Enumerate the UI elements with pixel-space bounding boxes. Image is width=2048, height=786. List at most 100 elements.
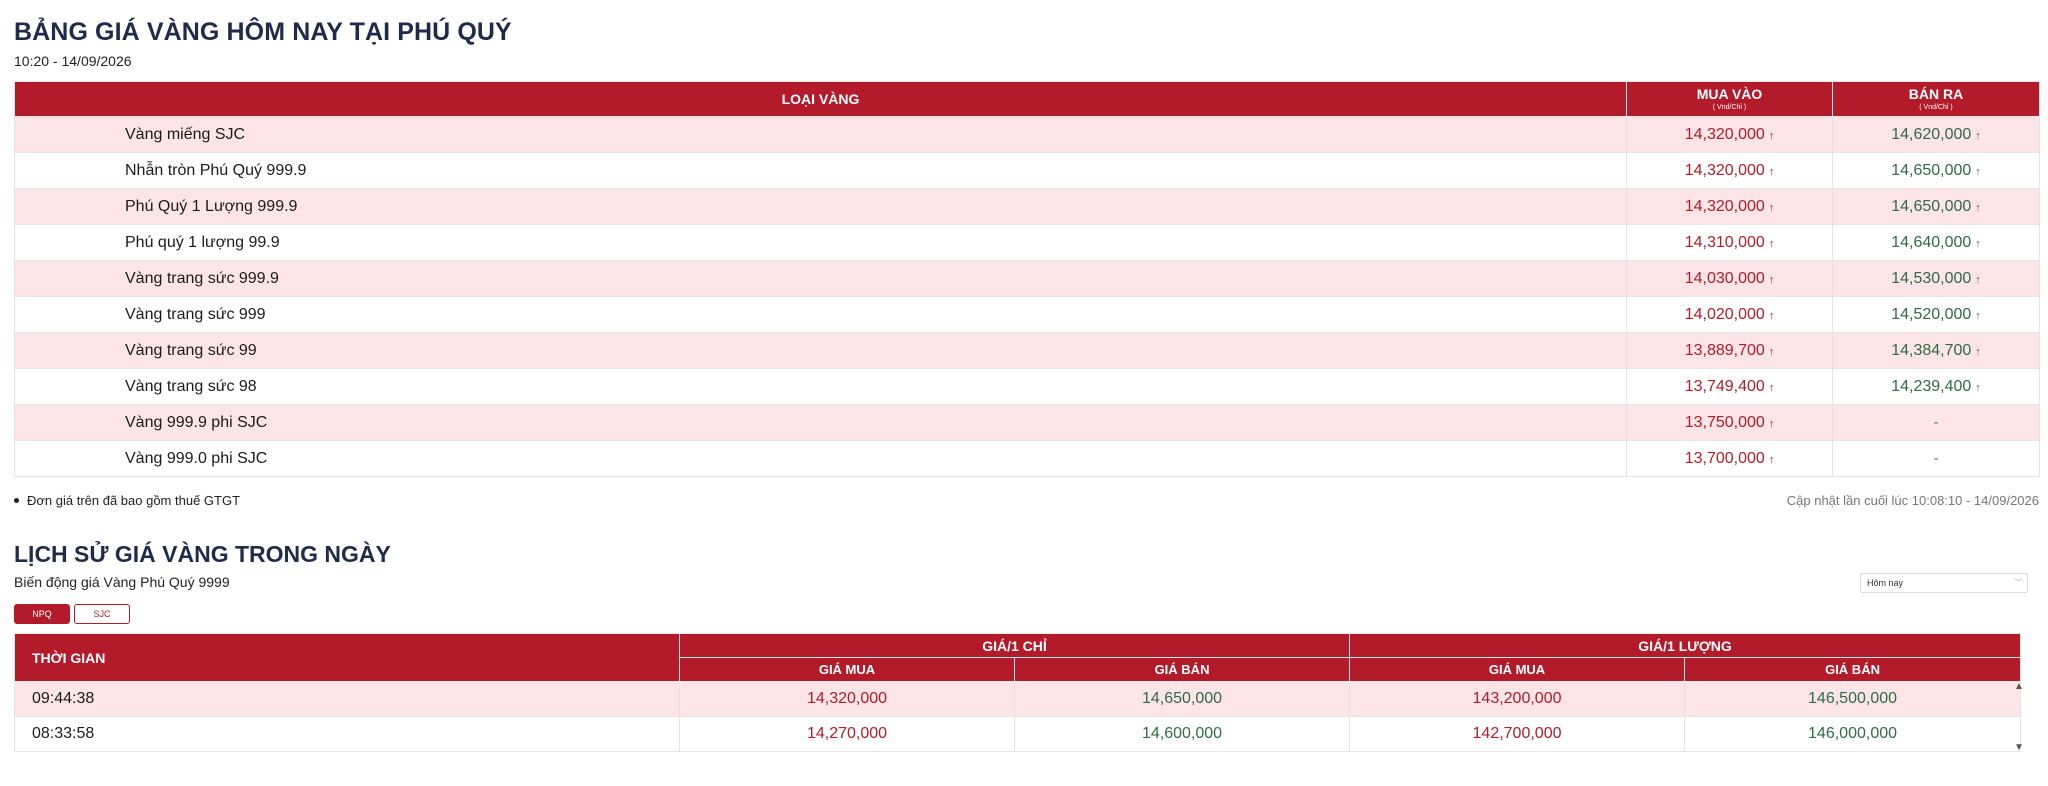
buy-price: 14,020,000 [1684,305,1765,323]
arrow-up-icon: ↑ [1975,201,1981,214]
sell-price: 14,239,400 [1891,377,1972,395]
arrow-up-icon: ↑ [1975,381,1981,394]
sell-price-cell: 14,650,000 ↑ [1832,188,2040,225]
scroll-down-icon[interactable]: ▼ [2014,742,2024,753]
table-row: Vàng trang sức 999.9 14,030,000 ↑ 14,530,00… [14,260,2040,297]
gold-type-name: Vàng 999.0 phi SJC [14,440,1627,477]
col-header-per-luong: GIÁ/1 LƯỢNG [1349,633,2022,658]
buy-price-cell: 14,310,000 ↑ [1626,224,1833,261]
sell-price-cell: 14,520,000 ↑ [1832,296,2040,333]
luong-buy-price: 143,200,000 [1349,681,1686,717]
tab-sjc[interactable]: SJC [74,604,130,624]
sell-price-cell: 14,650,000 ↑ [1832,152,2040,189]
chi-sell-price: 14,650,000 [1013,681,1351,717]
history-table-body: 09:44:38 14,320,000 14,650,000 143,200,000 1… [14,681,2022,752]
table-row: Vàng 999.9 phi SJC 13,750,000 ↑ - [14,404,2040,441]
chi-sell-price: 14,600,000 [1013,716,1351,752]
arrow-up-icon: ↑ [1768,201,1775,214]
table-row: Phú quý 1 lượng 99.9 14,310,000 ↑ 14,640,00… [14,224,2040,261]
sell-price-cell: 14,384,700 ↑ [1832,332,2040,369]
arrow-up-icon: ↑ [1768,381,1775,394]
gold-type-name: Vàng trang sức 99 [14,332,1627,369]
luong-sell-price: 146,500,000 [1684,681,2022,717]
price-table-header: LOẠI VÀNG MUA VÀO ( Vnd/Chỉ ) BÁN RA ( V… [14,81,2040,117]
sell-price-cell: 14,239,400 ↑ [1832,368,2040,405]
arrow-up-icon: ↑ [1975,273,1981,286]
arrow-up-icon: ↑ [1768,453,1775,466]
last-updated: Cập nhật lần cuối lúc 10:08:10 - 14/09/2… [1786,493,2039,508]
arrow-up-icon: ↑ [1768,165,1775,178]
sell-price: - [1933,449,1939,467]
gold-type-name: Vàng miếng SJC [14,116,1627,153]
sell-price: 14,650,000 [1891,197,1972,215]
chi-buy-price: 14,320,000 [679,681,1015,717]
arrow-up-icon: ↑ [1768,345,1775,358]
sell-price: 14,520,000 [1891,305,1972,323]
arrow-up-icon: ↑ [1768,129,1775,142]
table-row: Vàng trang sức 99 13,889,700 ↑ 14,384,700 ↑ [14,332,2040,369]
chi-buy-price: 14,270,000 [679,716,1015,752]
sell-price: 14,384,700 [1891,341,1972,359]
arrow-up-icon: ↑ [1768,417,1775,430]
buy-price-cell: 13,749,400 ↑ [1626,368,1833,405]
col-header-chi-sell: GIÁ BÁN [1013,657,1351,682]
col-header-per-chi: GIÁ/1 CHỈ [678,633,1351,658]
history-scrollbar[interactable]: ▲ ▼ [2013,681,2027,753]
history-table-container: THỜI GIAN GIÁ/1 CHỈ GIÁ/1 LƯỢNG GIÁ MUA … [14,633,2022,752]
buy-price-cell: 14,320,000 ↑ [1626,152,1833,189]
col-header-sell: BÁN RA ( Vnd/Chỉ ) [1832,81,2040,117]
history-title: LỊCH SỬ GIÁ VÀNG TRONG NGÀY [14,541,391,567]
buy-price: 13,700,000 [1684,449,1765,467]
table-row: 08:33:58 14,270,000 14,600,000 142,700,000 1… [14,716,2022,752]
history-time: 08:33:58 [14,716,680,752]
col-header-type: LOẠI VÀNG [14,81,1627,117]
buy-price-cell: 14,030,000 ↑ [1626,260,1833,297]
bullet-icon [14,498,19,503]
buy-price: 13,750,000 [1684,413,1765,431]
buy-price-cell: 13,700,000 ↑ [1626,440,1833,477]
gold-type-name: Nhẫn tròn Phú Quý 999.9 [14,152,1627,189]
buy-price: 14,320,000 [1684,161,1765,179]
buy-price-cell: 14,320,000 ↑ [1626,116,1833,153]
table-row: Nhẫn tròn Phú Quý 999.9 14,320,000 ↑ 14,650… [14,152,2040,189]
buy-price-cell: 13,889,700 ↑ [1626,332,1833,369]
chevron-down-icon: ﹀ [2014,578,2022,587]
buy-price: 14,320,000 [1684,125,1765,143]
col-header-time: THỜI GIAN [14,633,680,682]
gold-type-name: Phú quý 1 lượng 99.9 [14,224,1627,261]
col-header-luong-buy: GIÁ MUA [1349,657,1686,682]
col-header-chi-buy: GIÁ MUA [679,657,1015,682]
buy-price: 14,310,000 [1684,233,1765,251]
table-row: 09:44:38 14,320,000 14,650,000 143,200,000 1… [14,681,2022,717]
history-subtitle: Biến động giá Vàng Phú Quý 9999 [14,574,230,590]
vat-note-text: Đơn giá trên đã bao gồm thuế GTGT [27,493,241,508]
buy-price: 14,320,000 [1684,197,1765,215]
sell-price-cell: - [1832,440,2040,477]
table-row: Vàng miếng SJC 14,320,000 ↑ 14,620,000 ↑ [14,116,2040,153]
vat-note: Đơn giá trên đã bao gồm thuế GTGT [14,493,240,508]
sell-price-cell: 14,620,000 ↑ [1832,116,2040,153]
table-row: Vàng trang sức 98 13,749,400 ↑ 14,239,400 ↑ [14,368,2040,405]
history-time: 09:44:38 [14,681,680,717]
sell-price: 14,650,000 [1891,161,1972,179]
gold-type-name: Vàng trang sức 999.9 [14,260,1627,297]
table-row: Vàng trang sức 999 14,020,000 ↑ 14,520,000 ↑ [14,296,2040,333]
luong-buy-price: 142,700,000 [1349,716,1686,752]
arrow-up-icon: ↑ [1768,273,1775,286]
col-header-buy: MUA VÀO ( Vnd/Chỉ ) [1626,81,1833,117]
luong-sell-price: 146,000,000 [1684,716,2022,752]
range-select[interactable]: Hôm nay ﹀ [1860,573,2028,593]
buy-price-cell: 14,320,000 ↑ [1626,188,1833,225]
scroll-up-icon[interactable]: ▲ [2014,681,2024,692]
sell-price-cell: 14,530,000 ↑ [1832,260,2040,297]
arrow-up-icon: ↑ [1975,345,1981,358]
sell-price-cell: 14,640,000 ↑ [1832,224,2040,261]
price-datetime: 10:20 - 14/09/2026 [14,53,132,69]
table-row: Phú Quý 1 Lượng 999.9 14,320,000 ↑ 14,650,0… [14,188,2040,225]
tab-npq[interactable]: NPQ [14,604,70,624]
sell-price: 14,620,000 [1891,125,1972,143]
gold-type-name: Phú Quý 1 Lượng 999.9 [14,188,1627,225]
arrow-up-icon: ↑ [1975,309,1981,322]
history-table: THỜI GIAN GIÁ/1 CHỈ GIÁ/1 LƯỢNG GIÁ MUA … [14,633,2022,752]
sell-price: - [1933,413,1939,431]
